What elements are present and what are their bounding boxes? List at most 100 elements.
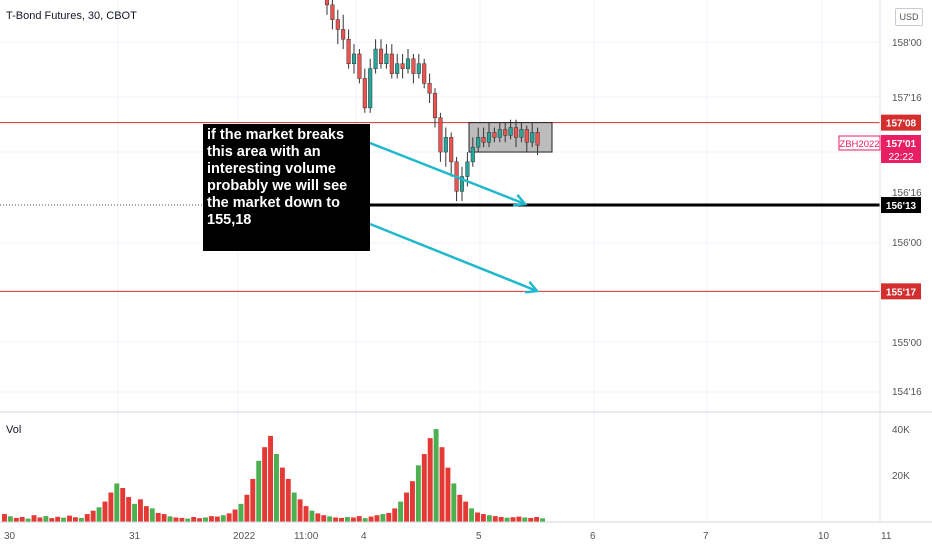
volume-bar xyxy=(528,517,534,522)
arrow-shaft xyxy=(369,222,538,293)
volume-bar xyxy=(486,515,492,522)
volume-bar xyxy=(374,515,380,522)
candle-body xyxy=(368,68,373,109)
volume-series xyxy=(2,429,545,522)
annotation-line: 155,18 xyxy=(207,212,252,228)
candle-body xyxy=(416,63,421,74)
volume-bar xyxy=(398,501,404,522)
candle-body xyxy=(357,53,362,79)
volume-bar xyxy=(25,518,31,522)
time-axis-label: 31 xyxy=(129,531,141,542)
volume-bar xyxy=(37,517,43,522)
candle-body xyxy=(535,132,540,146)
candle-body xyxy=(341,29,346,40)
volume-bar xyxy=(238,503,244,522)
volume-bar xyxy=(161,514,167,522)
level-tag-155-17-text: 155'17 xyxy=(886,287,917,298)
volume-bar xyxy=(185,518,191,522)
volume-bar xyxy=(291,492,297,522)
volume-bar xyxy=(138,499,143,522)
volume-bar xyxy=(31,515,37,522)
volume-bar xyxy=(155,512,161,522)
volume-bar xyxy=(220,515,226,522)
candle-body xyxy=(330,4,335,20)
volume-bar xyxy=(362,518,368,522)
volume-bar xyxy=(84,514,90,522)
volume-axis: 40K 20K xyxy=(892,425,910,482)
candle-body xyxy=(449,137,454,163)
volume-bar xyxy=(226,513,232,522)
volume-bar xyxy=(262,447,268,522)
price-axis[interactable]: 158'00 157'16 156'16 156'00 155'00 154'16 xyxy=(892,38,922,398)
volume-bar xyxy=(108,492,114,522)
candle-body xyxy=(346,38,351,65)
symbol-tag-bg xyxy=(838,135,881,151)
candle-body xyxy=(438,117,443,153)
candle-body xyxy=(524,129,529,143)
volume-bar xyxy=(120,488,126,522)
volume-bar xyxy=(404,492,409,522)
volume-bar xyxy=(173,517,179,522)
candle-body xyxy=(508,127,513,136)
time-axis-label: 30 xyxy=(4,531,16,542)
time-axis-label: 11:00 xyxy=(294,531,319,542)
candle-body xyxy=(503,129,508,136)
symbol-tag-text: ZBH2022 xyxy=(839,139,879,150)
candle-body xyxy=(443,137,448,153)
volume-bar xyxy=(504,517,510,522)
volume-bar xyxy=(149,508,155,522)
volume-bar xyxy=(333,517,339,522)
volume-bar xyxy=(534,517,540,522)
candle-body xyxy=(497,129,502,138)
level-tag-157-08-text: 157'08 xyxy=(886,119,917,130)
price-axis-label: 156'16 xyxy=(892,188,922,199)
annotation-line: probably we will see xyxy=(207,178,348,194)
current-price-text: 157'01 xyxy=(886,139,917,150)
level-tag-156-13-text: 156'13 xyxy=(886,201,917,212)
volume-bar xyxy=(7,516,13,522)
volume-bar xyxy=(244,494,250,522)
annotation-line: this area with an xyxy=(207,144,321,160)
price-axis-label: 158'00 xyxy=(892,38,922,49)
volume-bar xyxy=(498,517,504,522)
volume-bar xyxy=(96,507,102,522)
volume-bar xyxy=(197,518,203,522)
annotation-arrows xyxy=(369,141,540,294)
volume-bar xyxy=(19,517,25,522)
currency-button[interactable]: USD xyxy=(895,8,923,26)
volume-bar xyxy=(274,454,279,522)
volume-bar xyxy=(43,516,49,522)
price-axis-label: 156'00 xyxy=(892,238,922,249)
annotation-line: the market down to xyxy=(207,195,340,211)
candle-body xyxy=(476,137,481,148)
volume-bar xyxy=(339,517,344,522)
time-axis[interactable]: 30 31 2022 11:00 4 5 6 7 10 11 xyxy=(4,531,892,542)
price-axis-label: 155'00 xyxy=(892,338,922,349)
volume-bar xyxy=(475,512,480,522)
candle-body xyxy=(432,92,438,118)
volume-bar xyxy=(469,508,475,522)
volume-bar xyxy=(350,517,356,522)
candle-body xyxy=(373,48,378,69)
candle-body xyxy=(324,0,330,6)
volume-bar xyxy=(78,517,84,522)
volume-bar xyxy=(327,516,333,522)
volume-bar xyxy=(279,467,285,522)
candle-body xyxy=(481,137,486,143)
volume-bar xyxy=(203,517,208,522)
annotation-line: if the market breaks xyxy=(207,127,345,143)
volume-bar xyxy=(410,481,415,522)
annotation-callout[interactable]: if the market breaks this area with an i… xyxy=(203,124,370,251)
volume-bar xyxy=(380,514,386,522)
time-axis-label: 4 xyxy=(361,531,367,542)
candle-body xyxy=(530,132,535,143)
volume-bar xyxy=(368,516,374,522)
volume-bar xyxy=(480,514,486,522)
volume-bar xyxy=(179,517,185,522)
volume-bar xyxy=(321,515,327,522)
volume-bar xyxy=(344,517,350,522)
volume-bar xyxy=(439,447,445,522)
volume-bar xyxy=(309,510,315,522)
candle-body xyxy=(486,132,492,143)
volume-bar xyxy=(55,516,61,522)
